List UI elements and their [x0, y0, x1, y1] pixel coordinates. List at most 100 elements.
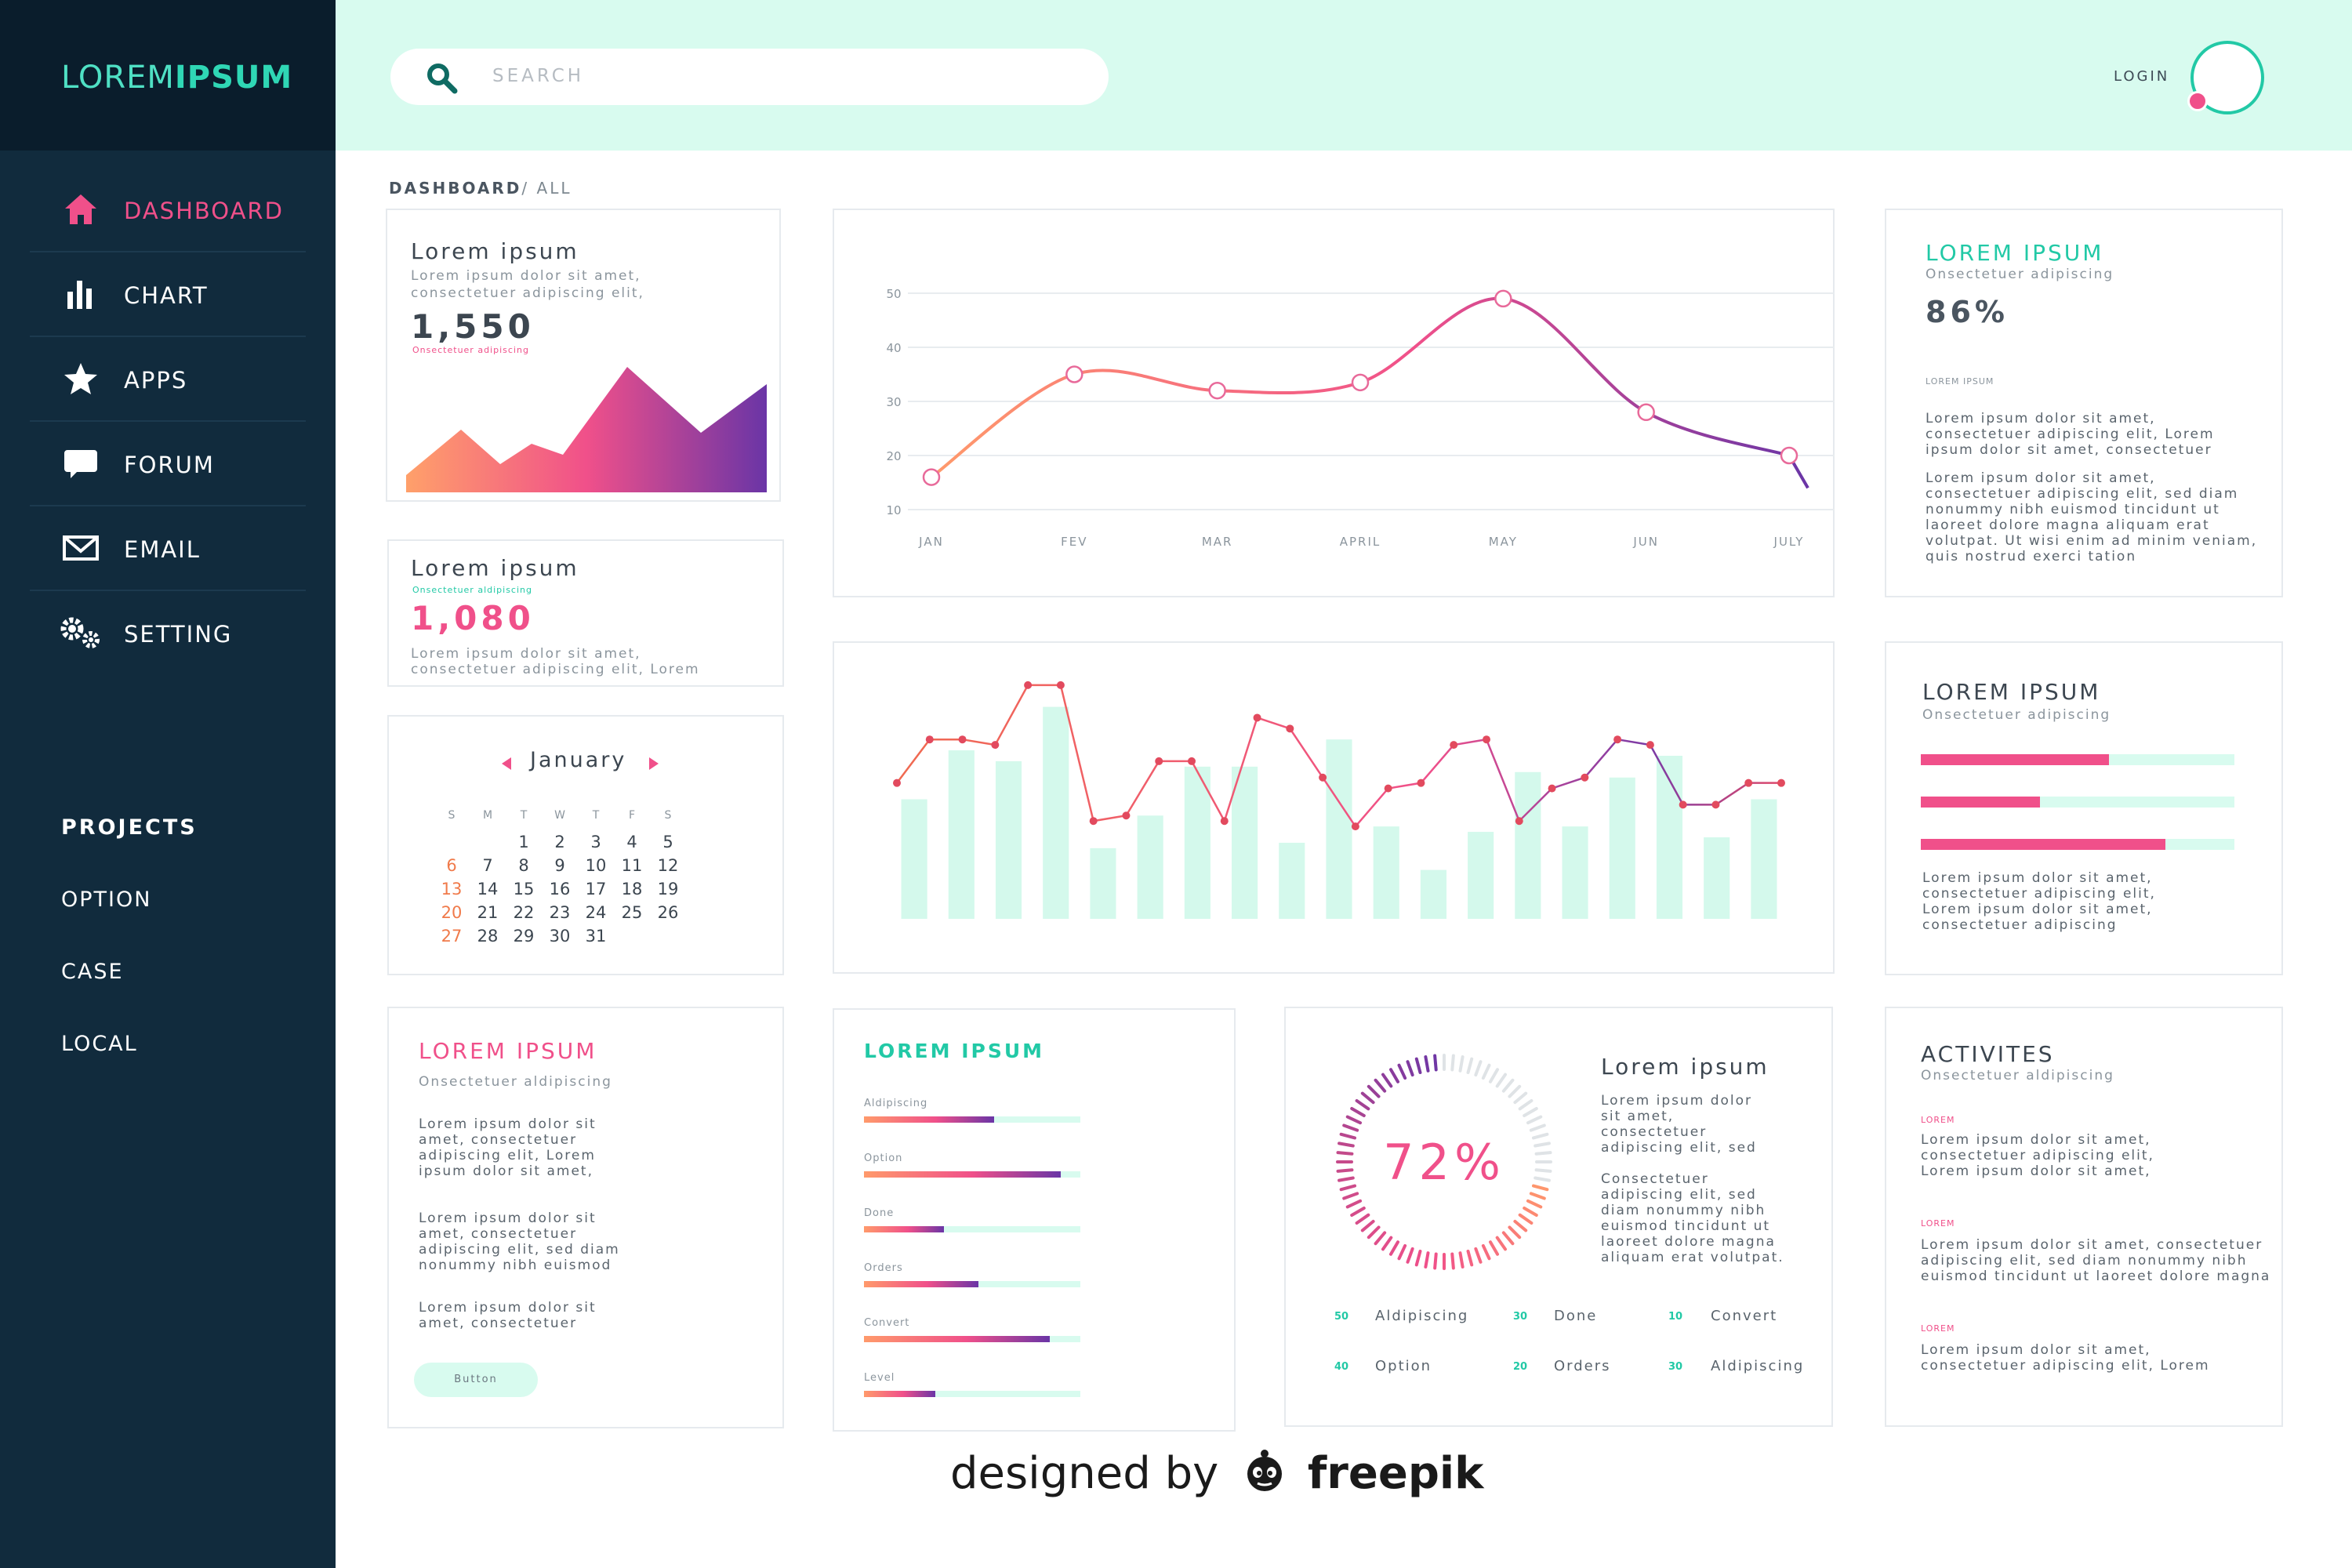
data-point [1679, 800, 1687, 809]
calendar-day[interactable]: 27 [441, 927, 463, 946]
calendar-weekday: S [664, 809, 672, 822]
stat-label: Done [1554, 1308, 1598, 1324]
card-paragraph: Lorem ipsum dolor sit amet, consectetuer [419, 1300, 597, 1331]
donut-gauge [1336, 1054, 1552, 1270]
calendar-day[interactable]: 3 [590, 833, 601, 851]
calendar-day[interactable]: 9 [554, 856, 565, 875]
bar [901, 799, 927, 919]
sidebar-item-chart[interactable]: CHART [30, 252, 306, 337]
data-point [1494, 289, 1512, 308]
calendar-day[interactable]: 21 [477, 903, 499, 922]
gauge-tick [1481, 1063, 1491, 1080]
gauge-tick [1374, 1231, 1387, 1246]
calendar-day[interactable]: 1 [518, 833, 529, 851]
search-input[interactable]: SEARCH [492, 66, 585, 86]
calendar-day[interactable]: 4 [626, 833, 637, 851]
gauge-tick [1523, 1207, 1538, 1217]
calendar-day[interactable]: 26 [657, 903, 679, 922]
calendar-day[interactable]: 11 [621, 856, 643, 875]
data-point [1417, 779, 1425, 787]
search-bar[interactable]: SEARCH [390, 49, 1109, 105]
calendar-day[interactable]: 12 [657, 856, 679, 875]
calendar-day[interactable]: 10 [585, 856, 607, 875]
activity-tag: LOREM [1921, 1218, 1955, 1229]
calendar-day[interactable]: 30 [549, 927, 571, 946]
status-dot [2187, 91, 2208, 111]
calendar-day[interactable]: 15 [513, 880, 535, 898]
series-line [930, 296, 1809, 489]
calendar-day[interactable]: 7 [482, 856, 493, 875]
sidebar-item-email[interactable]: EMAIL [30, 506, 306, 591]
chevron-left-icon[interactable] [500, 756, 513, 771]
sidebar-item-apps[interactable]: APPS [30, 337, 306, 422]
calendar-day[interactable]: 17 [585, 880, 607, 898]
card-title: Lorem ipsum [1601, 1054, 1769, 1080]
x-tick-label: JULY [1773, 535, 1805, 549]
calendar-day[interactable]: 16 [549, 880, 571, 898]
calendar-day[interactable]: 23 [549, 903, 571, 922]
search-icon[interactable] [425, 61, 458, 94]
gauge-tick [1534, 1142, 1551, 1148]
y-tick-label: 20 [886, 449, 901, 463]
data-point [1351, 822, 1359, 831]
progress-fill [864, 1226, 945, 1232]
data-point [1155, 757, 1163, 765]
calendar-day[interactable]: 22 [513, 903, 535, 922]
gauge-tick [1424, 1055, 1430, 1073]
calendar-day[interactable]: 24 [585, 903, 607, 922]
gauge-tick [1338, 1142, 1355, 1148]
gauge-tick [1374, 1078, 1387, 1093]
breadcrumb-current[interactable]: DASHBOARD [389, 179, 522, 198]
calendar-day[interactable]: 8 [518, 856, 529, 875]
data-point [1581, 773, 1589, 782]
calendar-day[interactable]: 5 [662, 833, 673, 851]
bar-track [1921, 839, 2234, 850]
card-sub: Onsectetuer adipiscing [1926, 267, 2114, 282]
calendar-day[interactable]: 6 [446, 856, 457, 875]
area-fill [406, 367, 767, 492]
gauge-tick [1529, 1123, 1546, 1132]
calendar-day[interactable]: 18 [621, 880, 643, 898]
bar-track [1921, 754, 2234, 765]
gauge-tick [1534, 1176, 1551, 1182]
calendar-day[interactable]: 31 [585, 927, 607, 946]
sidebar-item-forum[interactable]: FORUM [30, 422, 306, 506]
bar [1704, 837, 1730, 919]
gauge-tick [1508, 1084, 1522, 1098]
gauge-tick [1355, 1098, 1370, 1111]
calendar-day[interactable]: 29 [513, 927, 535, 946]
action-button[interactable]: Button [414, 1363, 538, 1397]
data-point [1056, 681, 1065, 689]
calendar-day[interactable]: 25 [621, 903, 643, 922]
calendar-day[interactable]: 13 [441, 880, 463, 898]
app-logo[interactable]: LOREMIPSUM [61, 60, 292, 96]
calendar-weekday: F [628, 809, 636, 822]
project-item-local[interactable]: LOCAL [61, 1032, 138, 1056]
gauge-tick [1481, 1243, 1491, 1261]
calendar-day[interactable]: 14 [477, 880, 499, 898]
data-point [1065, 365, 1083, 383]
bar [1515, 771, 1541, 919]
gauge-tick [1529, 1192, 1546, 1200]
breadcrumb-rest[interactable]: / ALL [521, 179, 572, 198]
bar [1751, 799, 1777, 919]
gauge-tick [1414, 1249, 1422, 1267]
card-desc: consectetuer adipiscing elit, Lorem [411, 662, 700, 677]
project-item-option[interactable]: OPTION [61, 887, 152, 912]
project-item-case[interactable]: CASE [61, 960, 124, 984]
progress-label: Aldipiscing [864, 1098, 928, 1109]
sidebar-item-setting[interactable]: SETTING [30, 591, 306, 676]
sidebar-item-dashboard[interactable]: DASHBOARD [30, 168, 306, 252]
chevron-right-icon[interactable] [648, 756, 660, 771]
gauge-tick [1355, 1213, 1370, 1225]
calendar-day[interactable]: 20 [441, 903, 463, 922]
gauge-tick [1424, 1251, 1430, 1269]
avatar[interactable] [2187, 41, 2264, 114]
calendar-day[interactable]: 28 [477, 927, 499, 946]
bar-fill [1921, 754, 2109, 765]
data-point [991, 741, 1000, 750]
calendar-day[interactable]: 19 [657, 880, 679, 898]
gauge-tick [1367, 1225, 1381, 1240]
calendar-day[interactable]: 2 [554, 833, 565, 851]
login-link[interactable]: LOGIN [2114, 68, 2170, 85]
